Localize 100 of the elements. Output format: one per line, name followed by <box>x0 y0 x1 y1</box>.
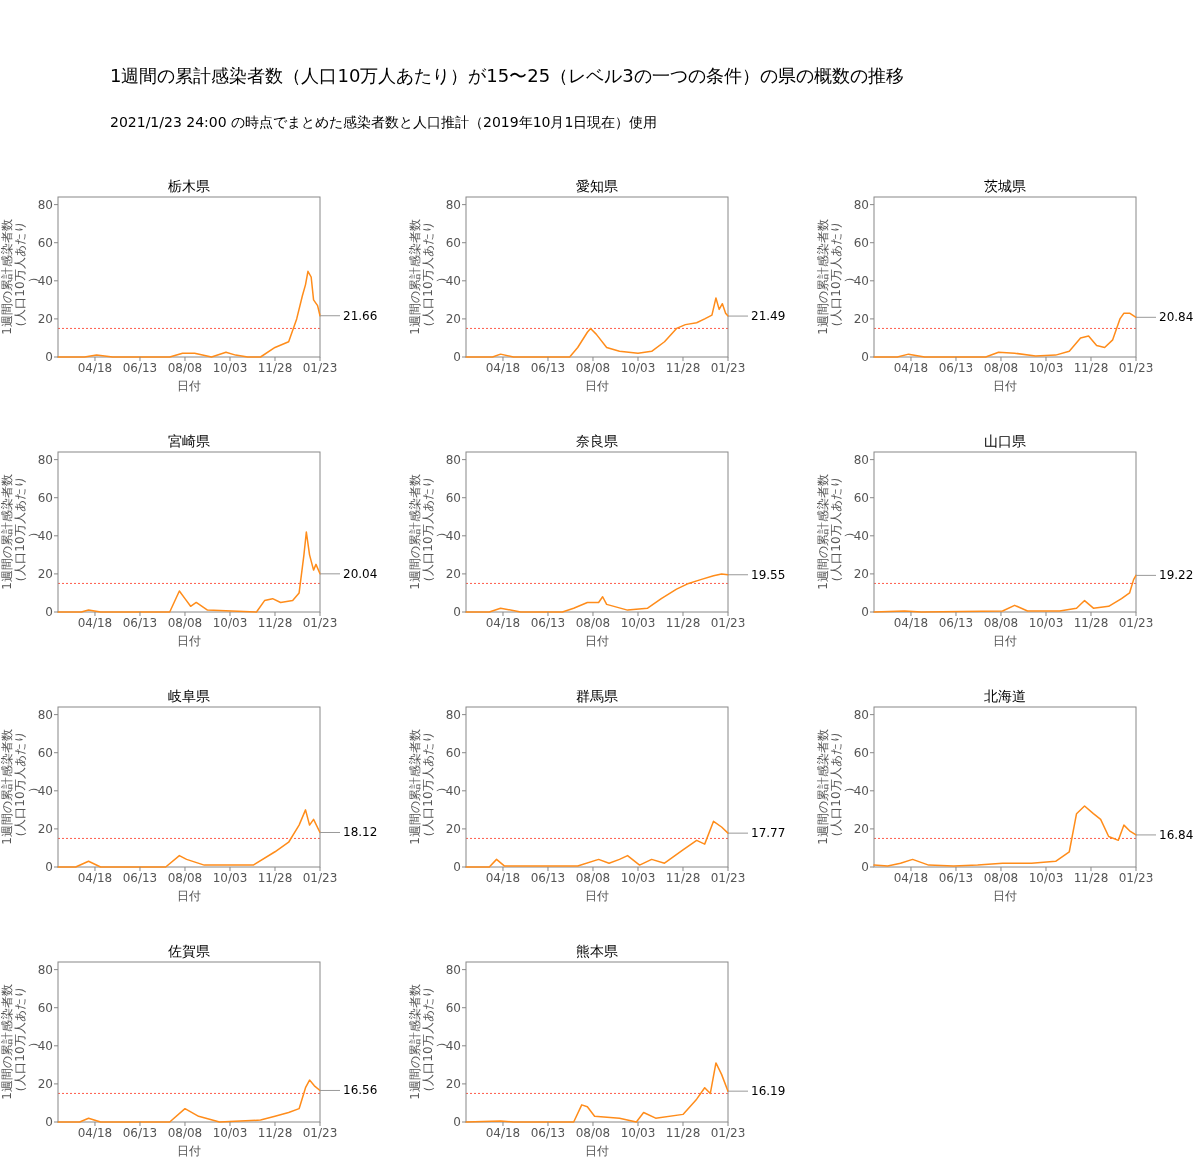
x-tick-label: 06/13 <box>122 1126 158 1140</box>
x-tick-label: 04/18 <box>485 1126 521 1140</box>
y-tick-label: 80 <box>445 197 461 212</box>
annotation: 16.56 <box>343 1083 378 1098</box>
x-axis-title: 日付 <box>993 889 1017 903</box>
text: 2021/1/23 24:00 の時点でまとめた感染者数と人口推計（2019年10月1日現在）使用 <box>110 114 658 130</box>
y-tick-label: 60 <box>853 490 869 505</box>
y-tick-label: 40 <box>37 1038 53 1053</box>
y-tick-label: 0 <box>861 350 869 364</box>
line-series <box>873 312 1137 358</box>
x-tick-label: 08/08 <box>167 871 203 885</box>
y-tick-label: 60 <box>37 235 53 250</box>
y-tick-label: 40 <box>445 783 461 798</box>
annotation: 19.55 <box>751 567 786 582</box>
x-tick-label: 01/23 <box>1118 871 1154 885</box>
y-tick-label: 40 <box>853 273 869 288</box>
y-tick-label: 40 <box>37 273 53 288</box>
x-axis-title: 日付 <box>585 379 609 393</box>
annotation: 16.84 <box>1159 827 1194 842</box>
x-tick-label: 10/03 <box>212 361 248 375</box>
annotation: 16.19 <box>751 1084 786 1099</box>
x-tick-label: 04/18 <box>893 361 929 375</box>
x-tick-label: 04/18 <box>77 871 113 885</box>
x-tick-label: 11/28 <box>665 1126 701 1140</box>
x-tick-label: 10/03 <box>212 1126 248 1140</box>
x-tick-label: 10/03 <box>620 871 656 885</box>
x-tick-label: 06/13 <box>122 616 158 630</box>
y-tick-label: 20 <box>445 566 461 581</box>
x-tick-label: 06/13 <box>530 361 566 375</box>
y-tick-label: 20 <box>37 566 53 581</box>
x-tick-label: 06/13 <box>938 361 974 375</box>
x-tick-label: 10/03 <box>620 361 656 375</box>
annotation: 17.77 <box>751 826 786 841</box>
x-tick-label: 01/23 <box>1118 361 1154 375</box>
x-tick-label: 11/28 <box>257 871 293 885</box>
y-tick-label: 20 <box>37 311 53 326</box>
y-tick-label: 40 <box>37 783 53 798</box>
chart-title: 北海道 <box>984 688 1026 704</box>
x-tick-label: 08/08 <box>167 1126 203 1140</box>
x-tick-label: 10/03 <box>1028 871 1064 885</box>
x-tick-label: 11/28 <box>1073 616 1109 630</box>
y-tick-label: 60 <box>445 235 461 250</box>
annotation: 20.04 <box>343 566 378 581</box>
x-axis-title: 日付 <box>177 379 201 393</box>
y-tick-label: 80 <box>445 707 461 722</box>
x-tick-label: 08/08 <box>983 361 1019 375</box>
y-tick-label: 60 <box>853 235 869 250</box>
x-tick-label: 06/13 <box>530 871 566 885</box>
x-tick-label: 08/08 <box>983 616 1019 630</box>
annotation: 21.49 <box>751 309 786 324</box>
x-tick-label: 10/03 <box>620 1126 656 1140</box>
x-tick-label: 04/18 <box>893 616 929 630</box>
line-series <box>465 573 729 613</box>
y-tick-label: 0 <box>45 1115 53 1129</box>
annotation: 19.22 <box>1159 568 1194 583</box>
x-tick-label: 01/23 <box>1118 616 1154 630</box>
x-tick-label: 10/03 <box>620 616 656 630</box>
x-tick-label: 06/13 <box>122 361 158 375</box>
y-tick-label: 20 <box>853 821 869 836</box>
x-tick-label: 10/03 <box>212 871 248 885</box>
x-tick-label: 08/08 <box>983 871 1019 885</box>
x-axis-title: 日付 <box>585 889 609 903</box>
y-tick-label: 80 <box>37 197 53 212</box>
x-tick-label: 11/28 <box>1073 361 1109 375</box>
x-axis-title: 日付 <box>993 379 1017 393</box>
line-series <box>57 1079 321 1123</box>
x-axis-title: 日付 <box>177 1144 201 1158</box>
x-tick-label: 06/13 <box>530 1126 566 1140</box>
y-tick-label: 0 <box>453 860 461 874</box>
y-tick-label: 0 <box>453 1115 461 1129</box>
x-tick-label: 11/28 <box>665 361 701 375</box>
y-tick-label: 60 <box>37 1000 53 1015</box>
line-series <box>873 574 1137 613</box>
y-tick-label: 60 <box>445 490 461 505</box>
annotation: 21.66 <box>343 308 378 323</box>
chart-title: 山口県 <box>984 433 1026 449</box>
line-series <box>57 809 321 868</box>
x-tick-label: 10/03 <box>212 616 248 630</box>
chart-title: 熊本県 <box>576 943 618 959</box>
x-tick-label: 08/08 <box>575 616 611 630</box>
y-tick-label: 0 <box>453 605 461 619</box>
annotation: 18.12 <box>343 825 378 840</box>
y-tick-label: 20 <box>445 821 461 836</box>
y-tick-label: 80 <box>37 962 53 977</box>
x-axis-title: 日付 <box>177 889 201 903</box>
y-tick-label: 20 <box>445 311 461 326</box>
x-tick-label: 01/23 <box>302 871 338 885</box>
line-series <box>465 297 729 358</box>
x-tick-label: 06/13 <box>938 871 974 885</box>
y-tick-label: 40 <box>445 273 461 288</box>
x-axis-title: 日付 <box>585 634 609 648</box>
x-tick-label: 08/08 <box>575 871 611 885</box>
chart-title: 奈良県 <box>576 433 618 449</box>
y-tick-label: 40 <box>37 528 53 543</box>
y-tick-label: 40 <box>853 528 869 543</box>
y-tick-label: 80 <box>37 452 53 467</box>
y-tick-label: 80 <box>853 197 869 212</box>
x-tick-label: 04/18 <box>893 871 929 885</box>
y-tick-label: 80 <box>445 962 461 977</box>
x-tick-label: 10/03 <box>1028 361 1064 375</box>
